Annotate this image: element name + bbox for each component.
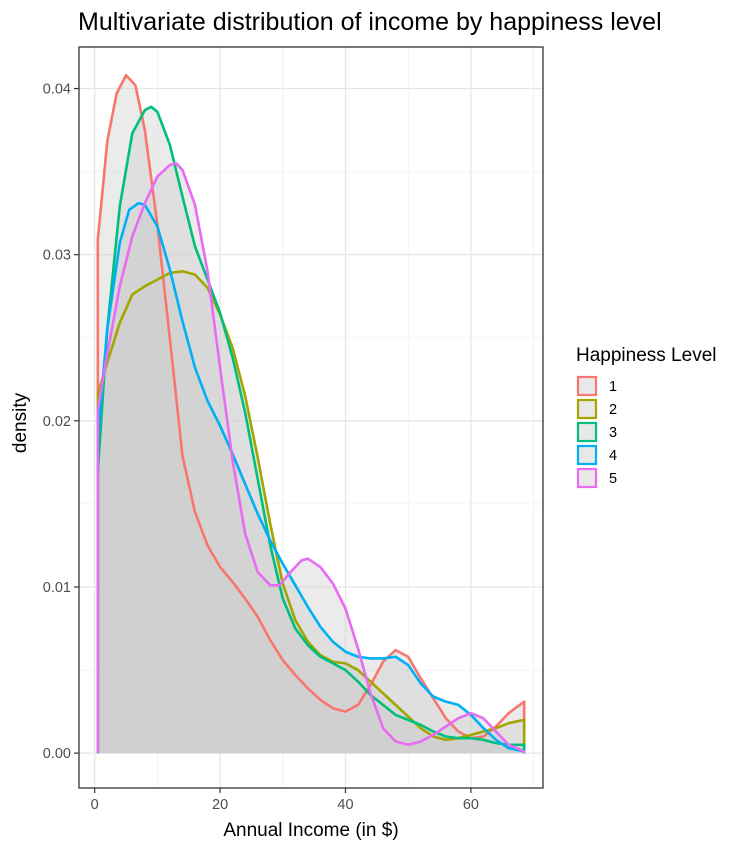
legend-title: Happiness Level — [576, 345, 716, 366]
legend-key-4 — [576, 444, 598, 466]
density-area-4 — [97, 203, 525, 754]
x-tick-label: 0 — [91, 797, 99, 813]
legend-label-3: 3 — [609, 425, 617, 441]
y-tick-label: 0.03 — [43, 248, 71, 264]
axes: 0 20 40 60 0.00 0.01 0.02 0.03 0.04 — [43, 46, 544, 813]
density-line-4 — [96, 201, 526, 754]
x-axis-title: Annual Income (in $) — [223, 820, 398, 841]
y-tick-label: 0.02 — [43, 414, 71, 430]
density-line-5 — [96, 162, 526, 754]
legend-label-5: 5 — [609, 471, 617, 487]
x-tick-label: 40 — [337, 797, 353, 813]
legend-label-1: 1 — [609, 379, 617, 395]
panel-background — [79, 47, 543, 788]
x-tick-label: 60 — [463, 797, 479, 813]
x-tick-label: 20 — [212, 797, 228, 813]
density-line-1 — [96, 73, 526, 754]
density-line-3 — [96, 105, 526, 754]
density-area-5 — [97, 163, 525, 754]
legend-key-2 — [576, 398, 598, 420]
chart-title: Multivariate distribution of income by h… — [78, 8, 662, 36]
legend: Happiness Level 1 2 3 4 5 — [576, 345, 716, 489]
legend-key-1 — [576, 375, 598, 397]
y-tick-label: 0.04 — [43, 82, 71, 98]
density-area-1 — [97, 75, 525, 754]
y-tick-label: 0.01 — [43, 580, 71, 596]
legend-key-5 — [576, 467, 598, 489]
panel-border — [78, 46, 544, 789]
legend-key-3 — [576, 421, 598, 443]
y-axis-title: density — [10, 392, 31, 453]
legend-label-4: 4 — [609, 448, 617, 464]
plot-panel — [79, 47, 543, 788]
legend-label-2: 2 — [609, 402, 617, 418]
y-tick-label: 0.00 — [43, 746, 71, 762]
density-area-3 — [97, 106, 525, 754]
